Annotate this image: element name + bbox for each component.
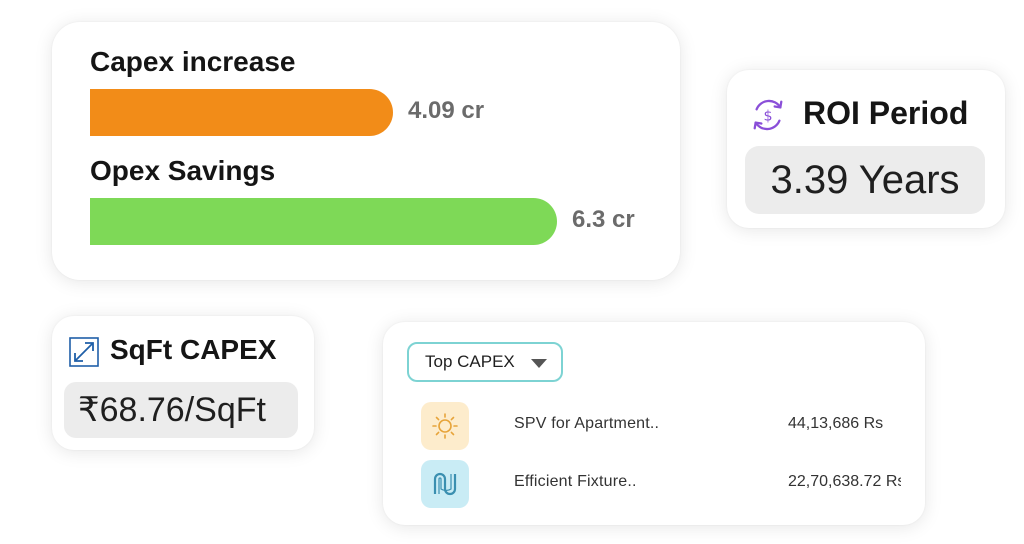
capex-bar-track bbox=[90, 89, 393, 136]
capex-label: Capex increase bbox=[90, 46, 296, 77]
sqft-value: ₹68.76/SqFt bbox=[64, 382, 298, 438]
list-item[interactable]: Efficient Fixture.. 22,70,638.72 Rs bbox=[421, 460, 901, 508]
top-capex-dropdown[interactable]: Top CAPEX bbox=[407, 342, 563, 382]
top-capex-card: Top CAPEX SPV for Apartment.. 44,13,686 … bbox=[383, 322, 925, 525]
item-amount: 44,13,686 Rs bbox=[788, 415, 884, 432]
sun-icon bbox=[421, 402, 469, 450]
opex-bar-track bbox=[90, 198, 557, 245]
dollar-exchange-icon: $ bbox=[753, 99, 783, 131]
chevron-down-icon bbox=[531, 359, 547, 368]
dropdown-selected-label: Top CAPEX bbox=[425, 352, 515, 371]
pipes-icon bbox=[421, 460, 469, 508]
item-name: SPV for Apartment.. bbox=[514, 415, 660, 432]
capex-value: 4.09 cr bbox=[408, 97, 485, 124]
capex-bar bbox=[90, 89, 393, 136]
roi-title: ROI Period bbox=[803, 95, 969, 131]
item-name: Efficient Fixture.. bbox=[514, 473, 637, 490]
item-amount: 22,70,638.72 Rs bbox=[788, 473, 901, 490]
opex-bar bbox=[90, 198, 557, 245]
list-item[interactable]: SPV for Apartment.. 44,13,686 Rs bbox=[421, 402, 901, 450]
roi-card: $ ROI Period 3.39 Years bbox=[727, 70, 1005, 228]
opex-label: Opex Savings bbox=[90, 155, 276, 186]
svg-text:$: $ bbox=[763, 109, 772, 125]
capex-opex-card: Capex increase 4.09 cr Opex Savings 6.3 … bbox=[52, 22, 680, 280]
roi-value: 3.39 Years bbox=[745, 146, 985, 214]
sqft-title: SqFt CAPEX bbox=[110, 334, 277, 365]
opex-value: 6.3 cr bbox=[572, 206, 635, 233]
sqft-capex-card: SqFt CAPEX ₹68.76/SqFt bbox=[52, 316, 314, 450]
resize-diagonal-icon bbox=[69, 337, 99, 367]
